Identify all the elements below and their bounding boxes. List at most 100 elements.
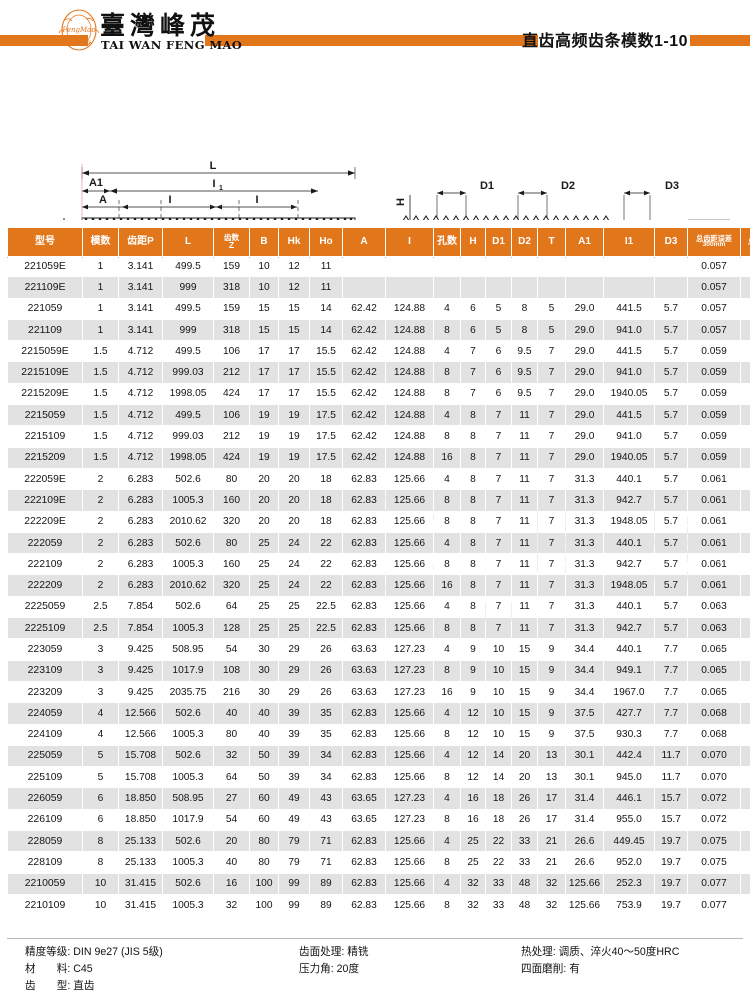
cell-D1: 7 bbox=[486, 596, 511, 619]
cell-I: 124.88 bbox=[386, 383, 433, 406]
cell-D2: 48 bbox=[512, 894, 537, 917]
cell-holes: 16 bbox=[434, 447, 460, 469]
cell-module: 2.5 bbox=[83, 618, 118, 640]
cell-pitch: 3.141 bbox=[119, 256, 162, 278]
cell-module: 1.5 bbox=[83, 362, 118, 384]
cell-A1: 29.0 bbox=[566, 405, 603, 427]
cell-T: 13 bbox=[538, 745, 565, 768]
cell-model: 222109E bbox=[8, 490, 82, 512]
cell-module: 1.5 bbox=[83, 341, 118, 363]
cell-err300: 0.065 bbox=[688, 660, 740, 682]
cell-pitch: 15.708 bbox=[119, 767, 162, 789]
cell-model: 222059E bbox=[8, 468, 82, 491]
svg-text:1: 1 bbox=[219, 185, 223, 192]
cell-T: 21 bbox=[538, 852, 565, 874]
cell-model: 2225059 bbox=[8, 596, 82, 619]
cell-D3: 7.7 bbox=[655, 660, 687, 682]
cell-D1: 7 bbox=[486, 618, 511, 640]
cell-model: 222109 bbox=[8, 554, 82, 576]
cell-Hk: 39 bbox=[279, 703, 309, 725]
cell-B: 19 bbox=[250, 447, 278, 469]
cell-model: 2215109 bbox=[8, 426, 82, 448]
cell-D1: 5 bbox=[486, 319, 511, 342]
cell-D1: 7 bbox=[486, 575, 511, 597]
cell-I1: 449.45 bbox=[604, 831, 654, 853]
column-header-B: B bbox=[250, 228, 278, 256]
company-logo-icon: FengMao machinery bbox=[55, 6, 103, 54]
cell-I: 124.88 bbox=[386, 341, 433, 363]
cell-L: 508.95 bbox=[163, 788, 213, 810]
cell-I1: 942.7 bbox=[604, 554, 654, 576]
cell-err300: 0.059 bbox=[688, 405, 740, 427]
cell-module: 6 bbox=[83, 788, 118, 810]
cell-D1: 14 bbox=[486, 745, 511, 768]
cell-D1: 6 bbox=[486, 362, 511, 384]
cell-A1: 125.66 bbox=[566, 894, 603, 917]
notes-column-heat: 热处理: 调质、淬火40～50度HRC 四面磨削: 有 bbox=[521, 944, 743, 990]
cell-T: 7 bbox=[538, 532, 565, 555]
cell-Ho: 26 bbox=[310, 639, 342, 661]
cell-errTot: 0.090 bbox=[741, 639, 750, 661]
cell-model: 2215109E bbox=[8, 362, 82, 384]
cell-err300: 0.061 bbox=[688, 490, 740, 512]
cell-Z: 64 bbox=[214, 596, 249, 619]
table-row: 221109 1 3.141 999 318 15 15 14 62.42 124.88 8 6 5 8 5… bbox=[8, 319, 750, 342]
cell-model: 222209E bbox=[8, 511, 82, 533]
cell-I1: 941.0 bbox=[604, 426, 654, 448]
cell-Hk: 24 bbox=[279, 532, 309, 555]
cell-Ho: 22 bbox=[310, 532, 342, 555]
cell-model: 221109E bbox=[8, 277, 82, 299]
cell-Ho: 35 bbox=[310, 724, 342, 746]
cell-Hk: 24 bbox=[279, 554, 309, 576]
cell-holes: 16 bbox=[434, 575, 460, 597]
cell-pitch: 6.283 bbox=[119, 490, 162, 512]
cell-D2: 11 bbox=[512, 575, 537, 597]
cell-D2: 9.5 bbox=[512, 341, 537, 363]
table-row: 2225059 2.5 7.854 502.6 64 25 25 22.5 62.83 125.6… bbox=[8, 596, 750, 619]
cell-L: 502.6 bbox=[163, 468, 213, 491]
table-row: 2210109 10 31.415 1005.3 32 100 99 89 62.83 125.6… bbox=[8, 894, 750, 917]
cell-holes: 8 bbox=[434, 511, 460, 533]
cell-D2 bbox=[512, 277, 537, 299]
cell-D2: 9.5 bbox=[512, 383, 537, 406]
cell-err300: 0.059 bbox=[688, 447, 740, 469]
cell-H: 8 bbox=[461, 618, 485, 640]
cell-A1: 31.3 bbox=[566, 554, 603, 576]
cell-T: 5 bbox=[538, 298, 565, 320]
cell-pitch: 7.854 bbox=[119, 596, 162, 619]
cell-holes: 16 bbox=[434, 681, 460, 704]
cell-D3: 7.7 bbox=[655, 703, 687, 725]
cell-errTot: 0.080 bbox=[741, 468, 750, 491]
cell-pitch: 31.415 bbox=[119, 894, 162, 917]
cell-I1: 942.7 bbox=[604, 490, 654, 512]
cell-Ho: 11 bbox=[310, 256, 342, 278]
svg-text:L: L bbox=[210, 160, 217, 172]
cell-errTot: 0.080 bbox=[741, 405, 750, 427]
cell-D3: 5.7 bbox=[655, 341, 687, 363]
cell-pitch: 4.712 bbox=[119, 383, 162, 406]
cell-D2: 9.5 bbox=[512, 362, 537, 384]
cell-D1: 22 bbox=[486, 831, 511, 853]
cell-model: 223209 bbox=[8, 681, 82, 704]
cell-T: 9 bbox=[538, 660, 565, 682]
cell-L: 1017.9 bbox=[163, 660, 213, 682]
cell-D1: 10 bbox=[486, 660, 511, 682]
cell-B: 30 bbox=[250, 681, 278, 704]
cell-err300: 0.068 bbox=[688, 724, 740, 746]
header-accent-bar-right bbox=[690, 35, 750, 46]
cell-B: 15 bbox=[250, 319, 278, 342]
cell-Hk: 15 bbox=[279, 319, 309, 342]
cell-L: 1998.05 bbox=[163, 447, 213, 469]
cell-holes: 4 bbox=[434, 639, 460, 661]
cell-A1: 29.0 bbox=[566, 298, 603, 320]
table-body: 221059E13.141499.51591012110.0570.0800.8… bbox=[8, 256, 750, 917]
cell-errTot: 0.090 bbox=[741, 319, 750, 342]
cell-D3: 7.7 bbox=[655, 724, 687, 746]
cell-module: 4 bbox=[83, 703, 118, 725]
cell-Hk: 12 bbox=[279, 256, 309, 278]
cell-H: 8 bbox=[461, 575, 485, 597]
cell-A: 62.42 bbox=[343, 298, 385, 320]
cell-I bbox=[386, 277, 433, 299]
cell-B: 15 bbox=[250, 298, 278, 320]
cell-holes: 8 bbox=[434, 426, 460, 448]
